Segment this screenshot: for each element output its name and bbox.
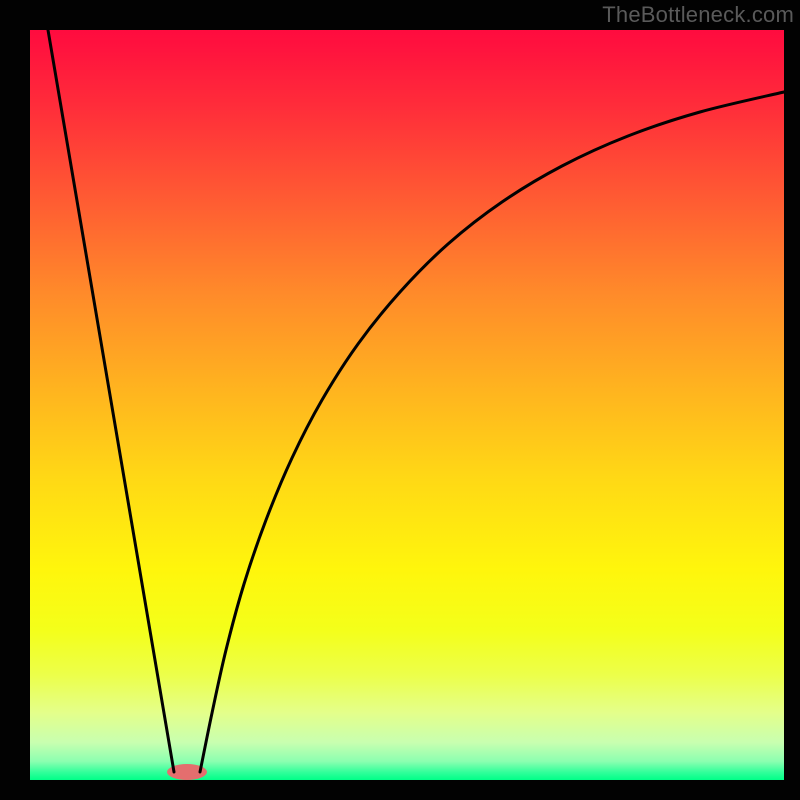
chart-svg	[0, 0, 800, 800]
watermark-text: TheBottleneck.com	[602, 2, 794, 28]
gradient-plot-area	[30, 30, 784, 780]
chart-container: TheBottleneck.com	[0, 0, 800, 800]
